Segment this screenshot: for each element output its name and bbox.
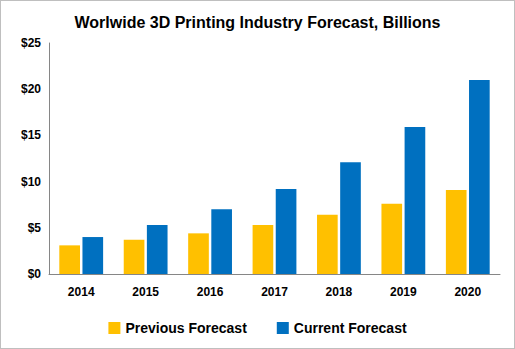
svg-text:2020: 2020	[454, 285, 481, 299]
svg-text:2016: 2016	[197, 285, 224, 299]
svg-text:2019: 2019	[390, 285, 417, 299]
svg-text:2017: 2017	[261, 285, 288, 299]
svg-text:$15: $15	[21, 128, 41, 142]
svg-text:$10: $10	[21, 175, 41, 189]
svg-text:$0: $0	[28, 267, 42, 281]
svg-text:Current Forecast: Current Forecast	[294, 320, 407, 336]
svg-text:2018: 2018	[326, 285, 353, 299]
svg-text:$5: $5	[28, 221, 42, 235]
svg-text:Previous Forecast: Previous Forecast	[125, 320, 247, 336]
svg-text:2015: 2015	[132, 285, 159, 299]
svg-text:2014: 2014	[68, 285, 95, 299]
svg-text:Worlwide 3D Printing Industry: Worlwide 3D Printing Industry Forecast, …	[75, 14, 441, 31]
svg-text:$20: $20	[21, 82, 41, 96]
svg-text:$25: $25	[21, 36, 41, 50]
